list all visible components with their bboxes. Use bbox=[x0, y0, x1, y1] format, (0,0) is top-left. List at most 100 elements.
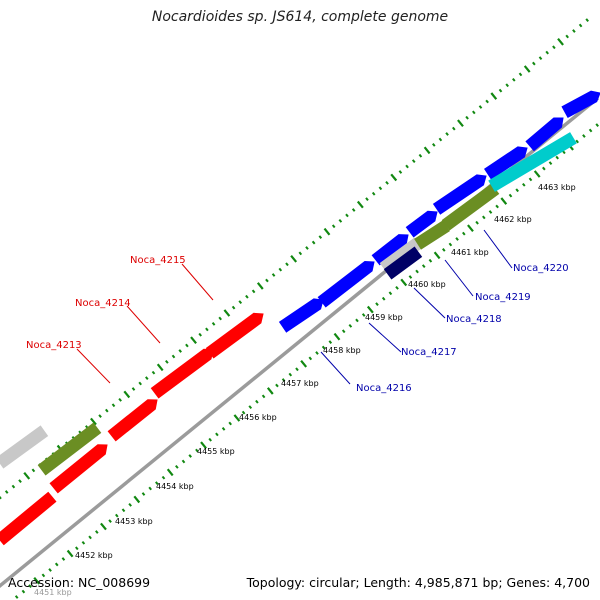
inner-tick bbox=[255, 399, 259, 404]
outer-tick bbox=[318, 235, 323, 239]
outer-tick bbox=[305, 246, 309, 250]
topology-summary: Topology: circular; Length: 4,985,871 bp… bbox=[246, 575, 590, 590]
outer-tick-ring bbox=[0, 18, 589, 500]
outer-tick bbox=[378, 186, 383, 191]
outer-tick bbox=[345, 213, 349, 218]
outer-tick bbox=[371, 191, 376, 196]
outer-tick bbox=[452, 126, 456, 131]
gene-feature-blue[interactable] bbox=[317, 260, 375, 308]
inner-tick bbox=[54, 562, 59, 567]
inner-tick bbox=[288, 372, 293, 377]
outer-tick bbox=[90, 417, 97, 426]
gene-feature-olive[interactable] bbox=[37, 422, 102, 476]
inner-tick bbox=[355, 318, 359, 323]
inner-tick bbox=[361, 313, 366, 317]
gene-feature-red[interactable] bbox=[107, 399, 158, 442]
inner-tick bbox=[221, 426, 226, 431]
outer-tick bbox=[211, 321, 216, 326]
inner-tick bbox=[208, 437, 212, 442]
outer-tick bbox=[390, 173, 398, 182]
inner-tick bbox=[95, 530, 99, 534]
outer-tick bbox=[323, 227, 331, 236]
gene-feature-gray[interactable] bbox=[0, 425, 49, 469]
outer-tick bbox=[145, 376, 149, 381]
inner-tick bbox=[475, 220, 479, 225]
outer-tick bbox=[98, 414, 102, 418]
gene-feature-red[interactable] bbox=[0, 491, 57, 546]
inner-tick bbox=[148, 486, 152, 491]
outer-tick bbox=[398, 170, 403, 174]
inner-tick bbox=[455, 237, 459, 241]
outer-tick bbox=[445, 132, 449, 136]
inner-tick bbox=[28, 584, 32, 589]
outer-tick bbox=[11, 484, 16, 489]
outer-tick bbox=[585, 18, 589, 23]
gene-label-noca-4215[interactable]: Noca_4215 bbox=[130, 255, 186, 266]
gene-feature-red[interactable] bbox=[150, 348, 214, 399]
inner-tick bbox=[108, 519, 112, 523]
outer-tick bbox=[31, 468, 36, 473]
gene-label-noca-4220[interactable]: Noca_4220 bbox=[513, 263, 569, 274]
inner-tick bbox=[588, 128, 593, 133]
outer-tick bbox=[572, 29, 576, 33]
inner-tick bbox=[582, 134, 586, 138]
gene-feature-blue[interactable] bbox=[405, 210, 438, 238]
scale-label: 4456 kbp bbox=[239, 413, 277, 422]
gene-feature-navy[interactable] bbox=[383, 246, 423, 280]
scale-label: 4455 kbp bbox=[197, 447, 235, 456]
gene-label-noca-4219[interactable]: Noca_4219 bbox=[475, 292, 531, 303]
inner-tick bbox=[14, 595, 19, 599]
outer-tick bbox=[545, 50, 549, 55]
outer-tick bbox=[485, 99, 489, 104]
gene-feature-blue[interactable] bbox=[484, 146, 528, 180]
outer-tick bbox=[123, 390, 131, 399]
outer-tick bbox=[205, 327, 209, 332]
inner-tick bbox=[275, 383, 279, 388]
gene-feature-blue[interactable] bbox=[278, 298, 324, 333]
outer-tick bbox=[251, 289, 256, 294]
scale-label: 4457 kbp bbox=[281, 379, 319, 388]
inner-tick bbox=[395, 285, 399, 290]
inner-tick bbox=[21, 589, 26, 594]
inner-tick bbox=[175, 464, 179, 469]
inner-tick bbox=[542, 166, 546, 171]
gene-label-noca-4217[interactable]: Noca_4217 bbox=[401, 347, 457, 358]
inner-tick bbox=[533, 170, 541, 178]
inner-tick bbox=[241, 410, 246, 415]
outer-tick bbox=[505, 83, 509, 88]
outer-tick bbox=[438, 137, 443, 142]
gene-feature-cyan[interactable] bbox=[488, 132, 577, 192]
inner-tick bbox=[128, 502, 132, 507]
inner-tick bbox=[155, 481, 159, 486]
outer-tick bbox=[432, 143, 436, 147]
outer-tick bbox=[532, 61, 536, 66]
inner-tick bbox=[48, 568, 52, 572]
label-leader-lines bbox=[76, 229, 513, 385]
gene-feature-red[interactable] bbox=[205, 312, 264, 359]
outer-tick bbox=[290, 255, 298, 263]
scale-label: 4452 kbp bbox=[75, 551, 113, 560]
inner-tick bbox=[33, 577, 41, 585]
accession-text: Accession: NC_008699 bbox=[8, 575, 151, 590]
gene-label-noca-4214[interactable]: Noca_4214 bbox=[75, 298, 131, 309]
gene-feature-blue[interactable] bbox=[432, 174, 487, 215]
inner-tick bbox=[408, 275, 413, 279]
gene-label-noca-4218[interactable]: Noca_4218 bbox=[446, 314, 502, 325]
outer-tick bbox=[190, 336, 197, 344]
outer-tick bbox=[523, 65, 531, 73]
inner-tick bbox=[121, 508, 126, 513]
gene-feature-blue[interactable] bbox=[561, 90, 600, 118]
inner-tick bbox=[215, 432, 219, 437]
outer-tick bbox=[138, 381, 142, 386]
outer-tick bbox=[0, 495, 2, 500]
outer-tick bbox=[512, 77, 516, 82]
outer-tick bbox=[490, 92, 498, 100]
gene-feature-red[interactable] bbox=[49, 444, 108, 494]
outer-tick bbox=[278, 267, 283, 272]
gene-label-noca-4216[interactable]: Noca_4216 bbox=[356, 383, 412, 394]
inner-tick bbox=[328, 340, 333, 344]
gene-label-noca-4213[interactable]: Noca_4213 bbox=[26, 340, 82, 351]
gene-feature-blue[interactable] bbox=[525, 117, 564, 152]
inner-tick bbox=[515, 188, 519, 193]
inner-tick bbox=[41, 573, 46, 578]
